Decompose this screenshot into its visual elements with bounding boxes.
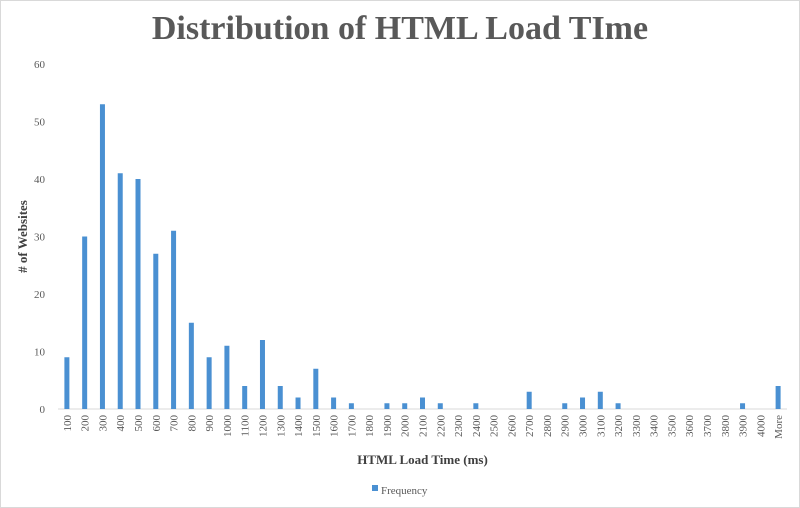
legend-swatch xyxy=(372,485,378,491)
x-tick-label: 2900 xyxy=(560,415,572,438)
bar xyxy=(331,397,337,409)
bar xyxy=(82,236,88,409)
x-axis-ticks: 100 200 300 400 500 600 700 800 900 1000 1100 1200 1… xyxy=(62,415,785,439)
x-tick-label: 3400 xyxy=(649,415,661,438)
x-tick-label: 100 xyxy=(62,415,74,432)
bars xyxy=(64,104,781,409)
x-tick-label: 500 xyxy=(133,415,145,432)
x-tick-label: 3100 xyxy=(595,415,607,438)
x-tick-label: 2400 xyxy=(471,415,483,438)
bar xyxy=(188,322,194,409)
x-tick-label: 2700 xyxy=(524,415,536,438)
y-tick-label: 60 xyxy=(34,59,46,71)
x-tick-label: 1800 xyxy=(364,415,376,438)
x-tick-label: 400 xyxy=(115,415,127,432)
bar xyxy=(242,386,248,409)
x-tick-label: 700 xyxy=(169,415,181,432)
legend-label: Frequency xyxy=(381,485,428,497)
bar xyxy=(277,386,283,409)
x-tick-label: 3000 xyxy=(578,415,590,438)
bar xyxy=(224,345,230,409)
x-tick-label: 200 xyxy=(80,415,92,432)
bar xyxy=(740,403,746,409)
bar xyxy=(384,403,390,409)
y-axis-title: # of Websites xyxy=(15,200,30,273)
bar xyxy=(615,403,621,409)
bar xyxy=(597,391,603,409)
bar xyxy=(171,230,177,409)
x-axis-title: HTML Load Time (ms) xyxy=(357,452,488,467)
bar xyxy=(99,104,105,409)
chart-title: Distribution of HTML Load TIme xyxy=(151,10,649,47)
bar xyxy=(135,179,141,409)
x-tick-label: 1600 xyxy=(329,415,341,438)
y-tick-label: 0 xyxy=(40,404,46,416)
x-tick-label: 2200 xyxy=(435,415,447,438)
x-tick-label: 3900 xyxy=(738,415,750,438)
x-tick-label: 1500 xyxy=(311,415,323,438)
bar xyxy=(437,403,443,409)
y-tick-label: 40 xyxy=(34,174,46,186)
bar xyxy=(295,397,301,409)
x-tick-label: 2000 xyxy=(400,415,412,438)
x-tick-label: 3300 xyxy=(631,415,643,438)
x-tick-label: 3200 xyxy=(613,415,625,438)
x-tick-label: 1100 xyxy=(240,415,252,437)
x-tick-label: 300 xyxy=(97,415,109,432)
x-tick-label: 2300 xyxy=(453,415,465,438)
x-tick-label: 800 xyxy=(186,415,198,432)
bar xyxy=(259,340,265,409)
y-tick-label: 20 xyxy=(34,289,46,301)
bar xyxy=(775,386,781,409)
bar xyxy=(402,403,408,409)
bar xyxy=(206,357,212,409)
y-tick-label: 30 xyxy=(34,232,46,244)
x-tick-label: 1400 xyxy=(293,415,305,438)
y-axis-ticks: 0 10 20 30 40 50 60 xyxy=(34,59,46,416)
x-tick-label: 1000 xyxy=(222,415,234,438)
bar xyxy=(117,173,123,409)
x-tick-label: 4000 xyxy=(755,415,767,438)
x-tick-label: 2500 xyxy=(489,415,501,438)
bar xyxy=(153,253,159,409)
bar xyxy=(348,403,354,409)
x-tick-label: 2800 xyxy=(542,415,554,438)
bar xyxy=(420,397,425,409)
x-tick-label: 3500 xyxy=(666,415,678,438)
x-tick-label: 1200 xyxy=(257,415,269,438)
x-tick-label: 1700 xyxy=(346,415,358,438)
x-tick-label: 600 xyxy=(151,415,163,432)
x-tick-label: 2600 xyxy=(506,415,518,438)
bar xyxy=(562,403,568,409)
x-tick-label: 1900 xyxy=(382,415,394,438)
bar xyxy=(473,403,479,409)
x-tick-label: 3700 xyxy=(702,415,714,438)
x-tick-label: 1300 xyxy=(275,415,287,438)
y-tick-label: 50 xyxy=(34,117,46,129)
x-tick-label: 3800 xyxy=(720,415,732,438)
x-tick-label: More xyxy=(773,415,785,439)
bar xyxy=(580,397,586,409)
x-tick-label: 2100 xyxy=(418,415,430,438)
bar xyxy=(313,368,319,409)
x-tick-label: 900 xyxy=(204,415,216,432)
y-tick-label: 10 xyxy=(34,347,46,359)
bar xyxy=(526,391,532,409)
bar xyxy=(64,357,70,409)
x-tick-label: 3600 xyxy=(684,415,696,438)
